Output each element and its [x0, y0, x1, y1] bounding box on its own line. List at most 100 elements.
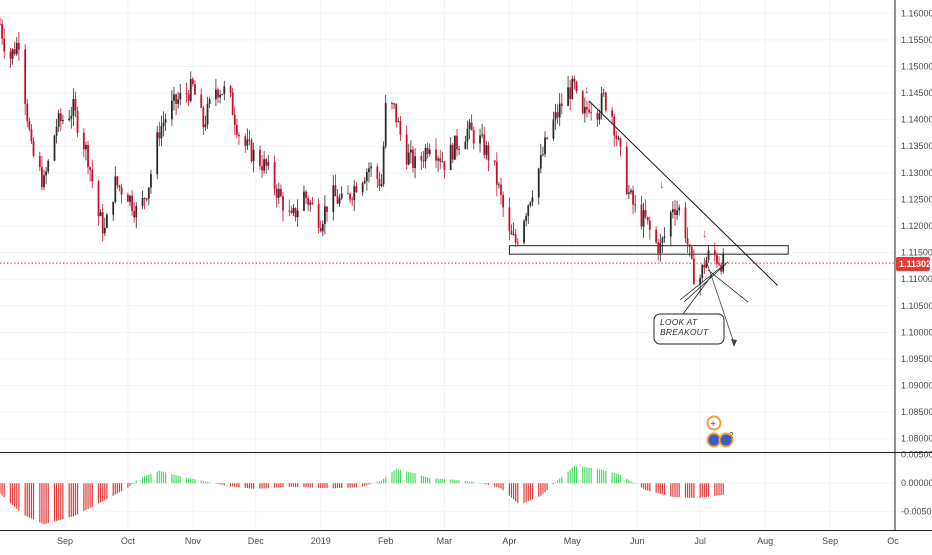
candle-body: [45, 171, 48, 176]
candle-body: [307, 198, 310, 205]
y-tick-label: 1.16000: [901, 8, 932, 18]
current-price-label: 1.11302: [899, 259, 931, 269]
trend-drawings: [588, 100, 779, 347]
candle-body: [296, 210, 299, 218]
sub-y-tick-label: 0.00000: [901, 478, 932, 488]
x-tick-label: Sep: [57, 536, 73, 546]
event-flag-icon-2[interactable]: [718, 432, 734, 448]
candle-body: [361, 183, 364, 193]
candle-body: [305, 191, 307, 199]
candle-body: [309, 202, 312, 205]
candle-body: [277, 188, 280, 198]
note-line-1: LOOK AT: [660, 317, 698, 327]
candle-body: [263, 159, 266, 171]
candle-body: [552, 119, 555, 139]
candle-body: [718, 263, 720, 265]
candle-body: [324, 206, 326, 225]
x-tick-label: Oc: [887, 536, 899, 546]
event-alert-glyph: +: [711, 419, 716, 429]
candle-body: [688, 244, 691, 247]
candle-body: [487, 145, 490, 161]
candle-body: [131, 195, 133, 211]
candle-body: [47, 160, 50, 172]
candle-body: [303, 191, 305, 211]
candle-body: [141, 197, 144, 207]
candle-body: [449, 144, 452, 170]
candle-body: [347, 193, 349, 195]
candle-body: [586, 106, 588, 110]
candle-body: [0, 23, 1, 25]
candle-body: [133, 210, 136, 218]
candle-body: [202, 107, 205, 128]
candle-body: [187, 94, 190, 101]
candle-body: [640, 204, 643, 227]
candle-body: [150, 174, 152, 188]
candle-body: [409, 149, 412, 153]
candle-body: [391, 103, 393, 105]
candle-body: [495, 161, 498, 185]
candle-body: [699, 278, 702, 285]
sub-y-tick-label: -0.00500: [901, 507, 932, 517]
y-tick-label: 1.12500: [901, 194, 932, 204]
candle-body: [72, 99, 75, 116]
candle-body: [340, 193, 343, 199]
candle-body: [259, 149, 261, 166]
candle-body: [485, 145, 488, 155]
candle-body: [470, 122, 473, 131]
y-tick-label: 1.10000: [901, 327, 932, 337]
y-tick-label: 1.15000: [901, 61, 932, 71]
event-icons[interactable]: + 2: [706, 415, 735, 448]
candle-body: [443, 161, 446, 170]
candle-body: [659, 242, 662, 254]
candle-body: [498, 184, 500, 186]
candle-body: [472, 130, 475, 144]
y-tick-label: 1.13000: [901, 168, 932, 178]
candle-body: [89, 167, 92, 170]
candle-body: [250, 140, 253, 162]
x-tick-label: Nov: [185, 536, 202, 546]
candle-body: [646, 216, 649, 221]
candle-body: [13, 49, 16, 55]
resistance-zone-layer: [508, 245, 789, 255]
candle-body: [544, 137, 546, 155]
candle-body: [722, 253, 725, 272]
candle-body: [632, 190, 634, 205]
candle-body: [663, 236, 666, 238]
y-tick-label: 1.14500: [901, 88, 932, 98]
candle-body: [85, 144, 87, 150]
candle-body: [456, 135, 458, 150]
candle-body: [573, 78, 576, 82]
candle-body: [41, 167, 43, 188]
candle-body: [126, 194, 129, 202]
candle-body: [217, 89, 219, 98]
candle-body: [204, 124, 207, 128]
current-price-tag: [896, 257, 930, 271]
candle-body: [690, 246, 693, 259]
candle-body: [17, 42, 20, 50]
candle-body: [644, 210, 647, 217]
candle-body: [395, 103, 398, 123]
candle-body: [292, 207, 295, 213]
callout-pointer: [682, 274, 713, 315]
candle-body: [705, 259, 708, 268]
candle-body: [437, 158, 440, 161]
candle-body: [279, 188, 282, 197]
candle-body: [261, 165, 263, 171]
x-tick-label: May: [564, 536, 582, 546]
candle-body: [627, 192, 630, 194]
candle-body: [598, 113, 601, 120]
candle-body: [282, 196, 284, 211]
candle-body: [378, 178, 381, 187]
candle-body: [294, 207, 297, 218]
wedge-line-upper: [683, 261, 729, 303]
candle-body: [349, 193, 351, 200]
event-alert-icon[interactable]: [706, 415, 722, 431]
candle-body: [426, 147, 429, 155]
x-tick-label: Aug: [757, 536, 773, 546]
candle-body: [162, 122, 165, 127]
candle-body: [642, 210, 645, 227]
candle-body: [701, 264, 704, 279]
